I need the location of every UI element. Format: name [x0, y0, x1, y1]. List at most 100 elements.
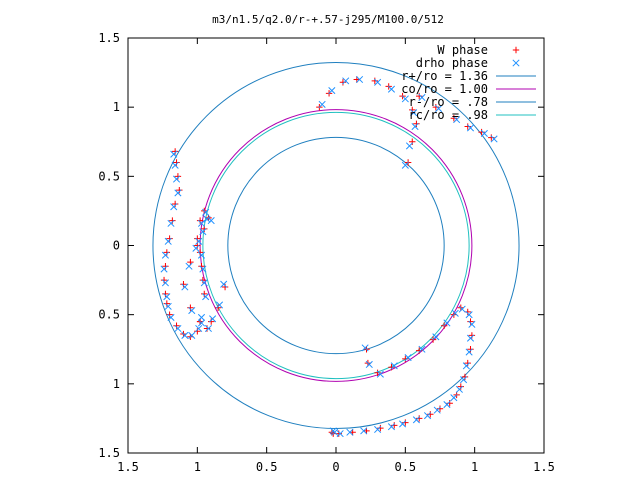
legend-label: co/ro = 1.00: [401, 82, 488, 96]
data-point: [195, 237, 203, 245]
data-point: [427, 411, 434, 418]
data-point: [188, 331, 196, 339]
data-point: [164, 302, 172, 310]
data-point: [401, 95, 409, 103]
data-point: [162, 263, 169, 270]
data-point: [410, 109, 418, 117]
data-point: [374, 425, 382, 434]
data-point: [221, 283, 229, 291]
legend-label: W phase: [437, 43, 488, 57]
data-point: [478, 128, 485, 136]
legend-label: drho phase: [416, 56, 488, 70]
data-point: [197, 251, 206, 259]
data-point: [197, 313, 206, 321]
legend-label: r-/ro = .78: [409, 95, 488, 109]
data-point: [196, 217, 204, 224]
data-point: [209, 315, 217, 323]
data-point: [360, 427, 368, 435]
data-point: [195, 324, 203, 333]
data-point: [160, 265, 168, 273]
x-tick-label: 1: [194, 460, 201, 474]
data-point: [161, 251, 169, 259]
data-point: [336, 430, 344, 438]
data-point: [466, 334, 475, 342]
data-point: [185, 262, 193, 270]
data-point: [416, 347, 423, 354]
data-point: [162, 290, 169, 298]
y-tick-label: 0.5: [98, 169, 120, 183]
data-point: [163, 293, 171, 301]
data-point: [466, 124, 475, 132]
data-point: [207, 217, 215, 225]
data-point: [467, 346, 474, 353]
data-point: [399, 420, 407, 428]
data-point: [174, 324, 182, 333]
data-point: [187, 304, 194, 311]
data-point: [371, 77, 379, 85]
data-point: [468, 332, 476, 339]
data-point: [203, 325, 211, 332]
data-point: [166, 311, 173, 318]
data-point: [173, 322, 180, 329]
data-point: [188, 306, 196, 315]
data-point: [401, 161, 409, 169]
data-point: [169, 217, 176, 224]
data-point: [460, 376, 468, 384]
data-point: [468, 320, 476, 328]
legend-swatch: [512, 46, 520, 54]
data-point: [194, 328, 201, 335]
data-point: [202, 208, 210, 216]
data-point: [490, 135, 498, 143]
data-point: [361, 344, 369, 352]
data-point: [160, 276, 168, 284]
data-point: [220, 280, 228, 288]
y-tick-label: 1.5: [98, 31, 120, 45]
data-point: [465, 348, 473, 356]
data-point: [416, 415, 423, 422]
data-point: [467, 318, 474, 325]
data-point: [346, 428, 354, 436]
data-point: [163, 300, 171, 307]
data-point: [342, 77, 350, 85]
data-point: [377, 424, 384, 432]
data-point: [174, 189, 182, 197]
data-point: [464, 123, 471, 130]
data-point: [451, 309, 459, 317]
data-point: [464, 359, 471, 367]
data-point: [171, 148, 179, 155]
data-point: [450, 394, 458, 402]
data-point: [202, 293, 210, 301]
data-point: [208, 318, 215, 325]
data-point: [215, 301, 224, 309]
data-point: [163, 249, 171, 256]
data-point: [423, 412, 432, 420]
reference-circle: [202, 111, 470, 380]
data-point: [457, 383, 464, 390]
reference-circle: [199, 109, 473, 382]
data-point: [455, 385, 463, 393]
data-point: [171, 200, 179, 208]
data-point: [391, 422, 398, 429]
y-tick-label: 0.5: [98, 308, 120, 322]
data-point: [432, 333, 440, 341]
y-tick-label: 1.5: [98, 446, 120, 460]
data-point: [432, 103, 440, 111]
data-point: [167, 219, 175, 227]
data-point: [174, 173, 182, 180]
x-tick-label: 0.5: [394, 460, 416, 474]
data-point: [204, 324, 212, 333]
data-point: [418, 345, 426, 353]
data-point: [443, 319, 451, 327]
data-point: [433, 406, 441, 414]
data-point: [192, 244, 200, 252]
data-point: [402, 355, 409, 363]
data-point: [200, 279, 208, 287]
data-point: [198, 263, 205, 270]
data-point: [488, 134, 495, 141]
data-point: [374, 78, 382, 86]
data-point: [176, 186, 183, 194]
data-point: [413, 120, 420, 127]
x-tick-label: 1: [471, 460, 478, 474]
